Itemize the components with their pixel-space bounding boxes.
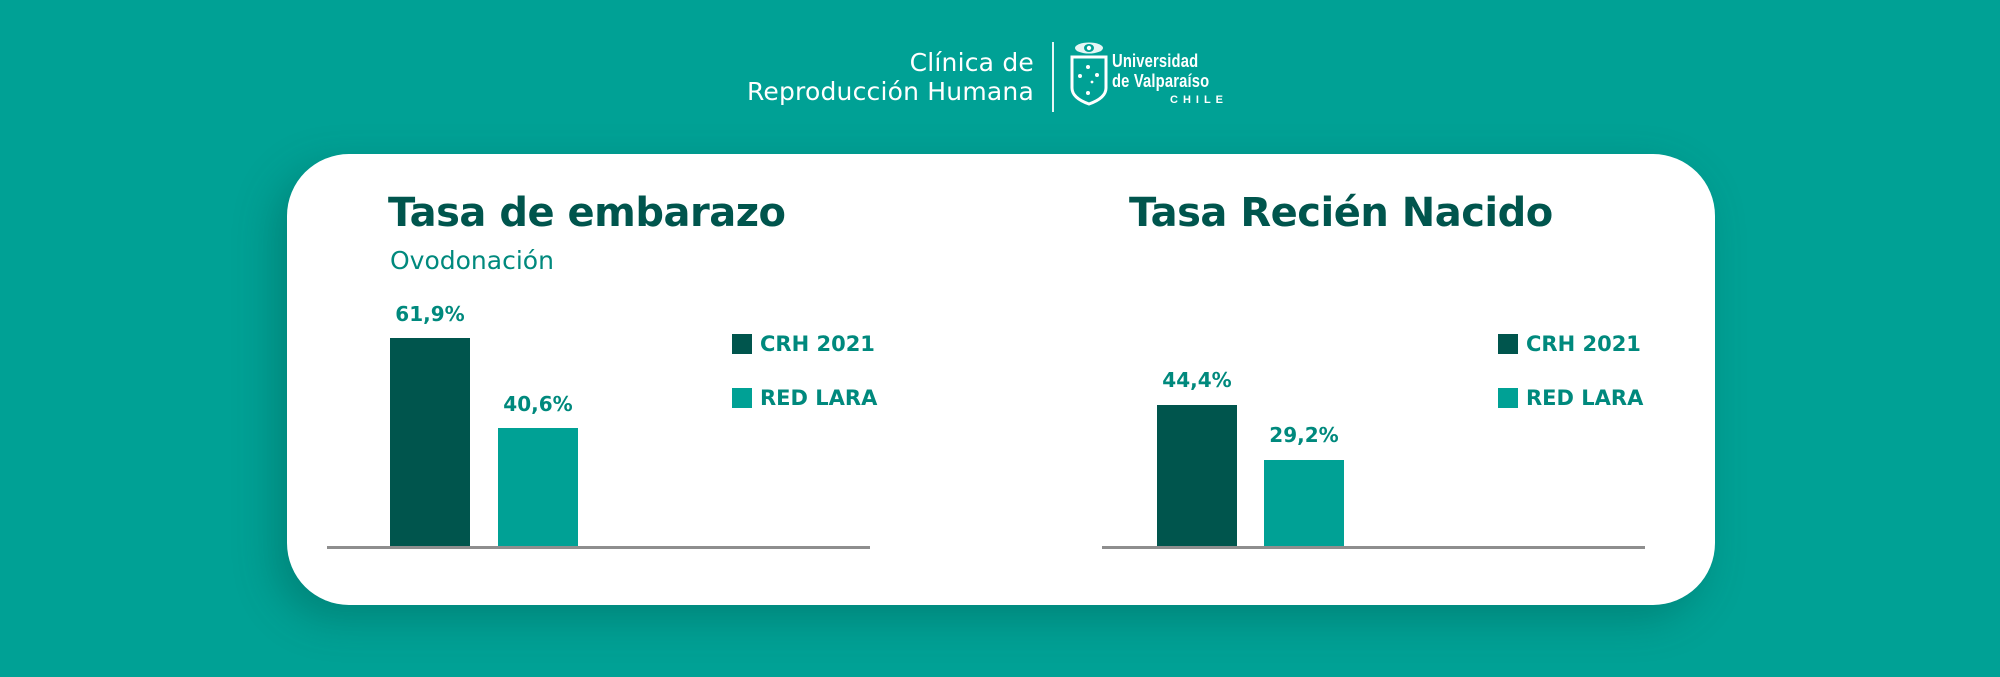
bar-value-label-crh-2021: 44,4% (1162, 368, 1232, 392)
university-line1: Universidad (1112, 51, 1199, 71)
legend-swatch-crh-2021 (1498, 334, 1518, 354)
chart-baseline (1102, 546, 1645, 549)
bar-value-label-red-lara: 40,6% (503, 392, 573, 416)
legend-swatch-red-lara (732, 388, 752, 408)
chart-title: Tasa de embarazo (388, 190, 786, 236)
chart-panel-pregnancy-rate: Tasa de embarazo Ovodonación 61,9% 40,6%… (287, 154, 1001, 605)
chart-baseline (327, 546, 870, 549)
clinic-name: Clínica de Reproducción Humana (747, 48, 1034, 106)
logo-divider (1052, 42, 1054, 112)
legend-swatch-crh-2021 (732, 334, 752, 354)
bar-crh-2021 (1157, 405, 1237, 547)
legend-label: CRH 2021 (1526, 332, 1641, 356)
university-country: CHILE (1170, 94, 1228, 106)
legend-label: RED LARA (1526, 386, 1644, 410)
bar-red-lara (1264, 460, 1344, 547)
bar-value-label-crh-2021: 61,9% (395, 302, 465, 326)
chart-title: Tasa Recién Nacido (1129, 190, 1553, 236)
header-logo: Clínica de Reproducción Humana Universid… (0, 40, 2000, 120)
legend-item-red-lara: RED LARA (1498, 386, 1643, 410)
chart-panel-live-birth-rate: Tasa Recién Nacido 44,4% 29,2% CRH 2021 … (1001, 154, 1715, 605)
bar-crh-2021 (390, 338, 470, 547)
legend-item-crh-2021: CRH 2021 (1498, 332, 1641, 356)
legend-item-crh-2021: CRH 2021 (732, 332, 875, 356)
stats-card: Tasa de embarazo Ovodonación 61,9% 40,6%… (287, 154, 1715, 605)
university-name: Universidad de Valparaíso (1112, 51, 1209, 91)
legend-swatch-red-lara (1498, 388, 1518, 408)
shield-eye-stars-icon (1070, 42, 1108, 106)
legend-item-red-lara: RED LARA (732, 386, 877, 410)
legend-label: CRH 2021 (760, 332, 875, 356)
bar-value-label-red-lara: 29,2% (1269, 423, 1339, 447)
bar-red-lara (498, 428, 578, 547)
clinic-name-line2: Reproducción Humana (746, 77, 1034, 106)
clinic-name-line1: Clínica de (909, 48, 1034, 77)
university-line2: de Valparaíso (1112, 71, 1210, 91)
chart-subtitle: Ovodonación (390, 246, 554, 275)
legend-label: RED LARA (760, 386, 878, 410)
